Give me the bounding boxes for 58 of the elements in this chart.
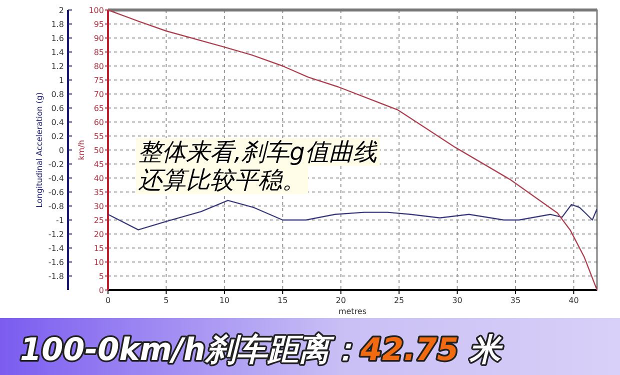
y2-axis-title: km/h bbox=[77, 140, 86, 160]
x-tick-label: 15 bbox=[278, 296, 288, 305]
annotation: 整体来看,刹车g值曲线 bbox=[138, 138, 378, 166]
y2-tick-label: 30 bbox=[94, 202, 104, 211]
y-tick-label: 1.4 bbox=[51, 48, 64, 57]
y-axis-title: Longitudinal Acceleration (g) bbox=[35, 92, 44, 208]
x-tick-label: 35 bbox=[510, 296, 521, 305]
y2-tick-label: 70 bbox=[94, 90, 104, 99]
y-tick-label: -0.8 bbox=[48, 202, 64, 211]
y2-tick-label: 15 bbox=[94, 244, 104, 253]
y2-tick-label: 90 bbox=[94, 34, 104, 43]
y2-tick-label: 75 bbox=[94, 76, 104, 85]
y-tick-label: -1.8 bbox=[48, 272, 64, 281]
y2-tick-label: 95 bbox=[94, 20, 104, 29]
y-tick-label: 1 bbox=[58, 76, 64, 85]
x-tick-label: 30 bbox=[452, 296, 462, 305]
y-tick-label: 1.8 bbox=[51, 20, 64, 29]
x-tick-label: 40 bbox=[568, 296, 579, 305]
y-tick-label: 0.4 bbox=[51, 118, 64, 127]
y2-tick-label: 35 bbox=[94, 188, 104, 197]
y2-tick-label: 100 bbox=[88, 6, 104, 15]
y2-tick-label: 55 bbox=[94, 132, 104, 141]
x-axis-title: metres bbox=[338, 307, 367, 316]
x-tick-label: 20 bbox=[336, 296, 346, 305]
y2-tick-label: 20 bbox=[94, 230, 104, 239]
y-tick-label: 1.2 bbox=[51, 62, 64, 71]
y2-tick-label: 40 bbox=[94, 174, 104, 183]
y2-tick-label: 0 bbox=[98, 286, 104, 295]
y2-tick-label: 65 bbox=[94, 104, 104, 113]
y2-tick-label: 50 bbox=[94, 146, 104, 155]
y-tick-label: 0 bbox=[58, 146, 64, 155]
line-series bbox=[107, 9, 598, 291]
y-tick-label: -0.6 bbox=[48, 188, 64, 197]
y-tick-label: -0.2 bbox=[48, 160, 64, 169]
y2-tick-label: 25 bbox=[94, 216, 104, 225]
y-tick-label: 0.2 bbox=[51, 132, 64, 141]
x-tick-label: 25 bbox=[394, 296, 404, 305]
y-tick-label: -0.4 bbox=[48, 174, 64, 183]
y-tick-label: -1.6 bbox=[48, 258, 64, 267]
x-tick-label: 0 bbox=[105, 296, 111, 305]
annotation: 还算比较平稳。 bbox=[138, 166, 306, 194]
y-tick-label: 0.8 bbox=[51, 90, 64, 99]
y2-tick-label: 5 bbox=[98, 272, 104, 281]
y-tick-label: -1.2 bbox=[48, 230, 64, 239]
y-tick-label: 0.6 bbox=[51, 104, 64, 113]
x-tick-label: 10 bbox=[219, 296, 230, 305]
text: 100-0km/h刹车距离：42.75 米 bbox=[20, 332, 504, 368]
y2-tick-label: 60 bbox=[94, 118, 104, 127]
y-tick-label: 1.6 bbox=[51, 34, 64, 43]
y-tick-label: 2 bbox=[58, 6, 64, 15]
y2-tick-label: 10 bbox=[94, 258, 104, 267]
y2-tick-label: 85 bbox=[94, 48, 104, 57]
y-tick-label: -1.4 bbox=[48, 244, 64, 253]
y-tick-label: -1 bbox=[56, 216, 64, 225]
line-series bbox=[107, 200, 598, 230]
x-tick-label: 5 bbox=[164, 296, 169, 305]
y2-tick-label: 45 bbox=[94, 160, 104, 169]
y2-tick-label: 80 bbox=[94, 62, 104, 71]
